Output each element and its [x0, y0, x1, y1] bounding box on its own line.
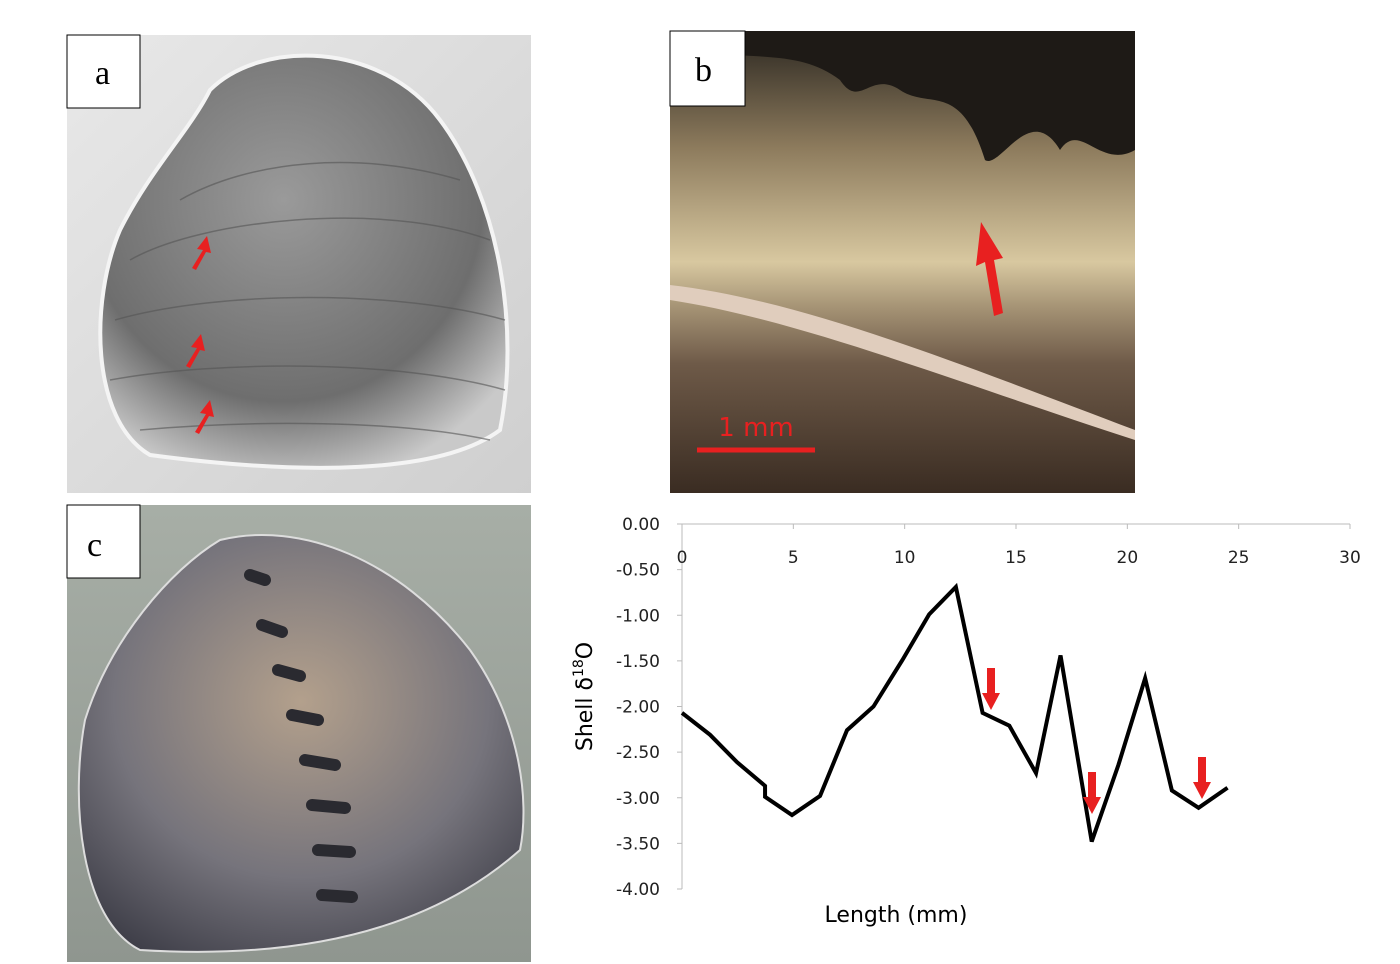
line [682, 587, 1228, 842]
y-tick-label: -2.50 [616, 743, 660, 763]
panel-label: c [87, 527, 102, 564]
x-tick-label: 10 [894, 548, 916, 568]
y-tick-label: -3.50 [616, 834, 660, 854]
y-axis-label-part: O [573, 642, 598, 659]
y-tick-label: -0.50 [616, 561, 660, 581]
y-tick-label: -4.00 [616, 880, 660, 900]
y-tick-label: -1.00 [616, 606, 660, 626]
panel-label: b [695, 52, 712, 89]
y-tick-label: -3.00 [616, 789, 660, 809]
x-tick-label: 25 [1228, 548, 1250, 568]
x-tick-label: 30 [1339, 548, 1361, 568]
x-tick-label: 5 [788, 548, 799, 568]
x-tick-label: 0 [677, 548, 688, 568]
figure: a 1 mm b c 0.00 -0.50 -1.00 -1.50 -2.00 -2.50… [0, 0, 1400, 964]
scale-label: 1 mm [718, 413, 793, 443]
chart: 0.00 -0.50 -1.00 -1.50 -2.00 -2.50 -3.00 -3.50 -… [571, 515, 1361, 928]
x-tick-label: 20 [1117, 548, 1139, 568]
x-axis-label: Length (mm) [825, 903, 968, 928]
y-tick-label: -1.50 [616, 652, 660, 672]
panel-label: a [95, 55, 110, 92]
label-box [67, 505, 140, 578]
y-axis-label-part: 18 [571, 659, 587, 677]
y-tick-label: 0.00 [622, 515, 660, 535]
y-axis-label-part: Shell δ [573, 677, 598, 751]
y-tick-label: -2.00 [616, 698, 660, 718]
x-tick-label: 15 [1005, 548, 1027, 568]
y-axis-label: Shell δ18O [571, 642, 598, 751]
